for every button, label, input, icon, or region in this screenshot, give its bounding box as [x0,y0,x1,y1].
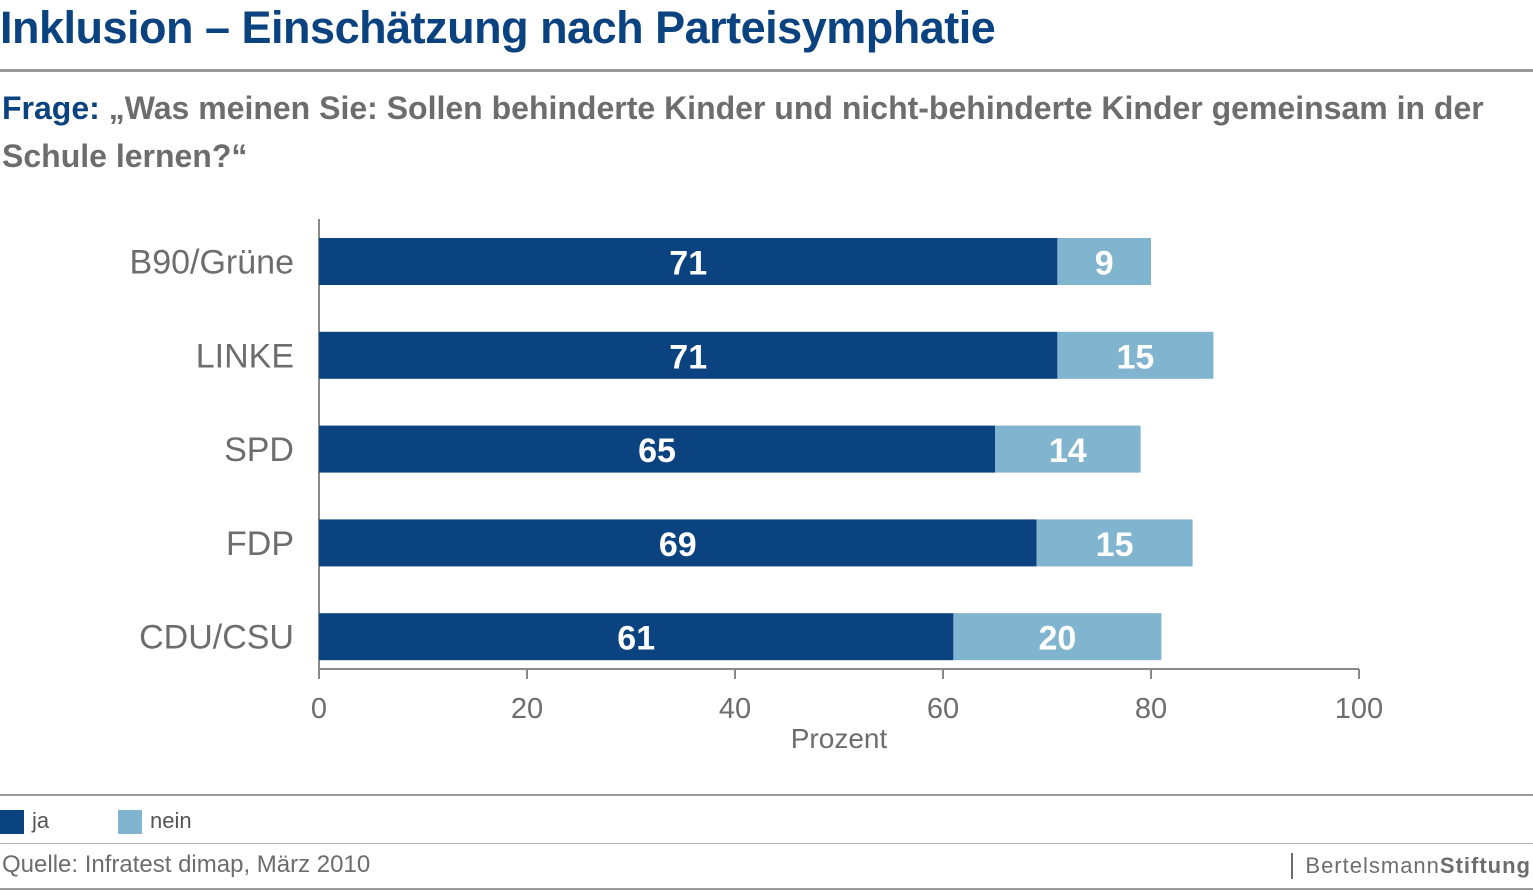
category-label: SPD [224,431,294,469]
data-label-ja: 69 [659,526,697,564]
legend-divider [0,794,1533,796]
logo-bold: Stiftung [1439,853,1531,878]
data-label-nein: 15 [1116,338,1154,376]
x-tick-label: 20 [511,693,543,725]
x-tick-label: 40 [719,693,751,725]
data-label-ja: 61 [617,620,655,658]
bar-ja [319,238,1058,285]
x-tick-label: 100 [1335,693,1383,725]
x-tick-label: 80 [1135,693,1167,725]
bar-nein [953,613,1162,661]
legend-label-ja: ja [32,808,50,833]
question-label: Frage: [2,90,100,126]
bar-ja [319,331,1058,379]
category-label: FDP [226,525,294,563]
data-label-nein: 14 [1049,432,1087,470]
bar-nein [1036,519,1193,567]
x-tick-label: 0 [311,693,327,725]
x-axis-label: Prozent [791,723,888,754]
data-label-ja: 71 [669,245,707,283]
category-label: CDU/CSU [139,619,294,657]
chart-question: Frage: „Was meinen Sie: Sollen behindert… [2,84,1522,180]
data-label-ja: 71 [669,338,707,376]
question-text: „Was meinen Sie: Sollen behinderte Kinde… [2,90,1484,174]
category-label: B90/Grüne [130,244,294,282]
data-label-nein: 20 [1038,620,1076,658]
legend-swatch-nein [118,810,142,834]
bar-nein [1057,331,1214,379]
source-note: Quelle: Infratest dimap, März 2010 [2,851,371,878]
title-divider [0,69,1533,72]
bertelsmann-logo: BertelsmannStiftung [1291,853,1531,879]
bar-nein [1057,238,1151,285]
chart-title: Inklusion – Einschätzung nach Parteisymp… [0,2,996,53]
logo-regular: Bertelsmann [1305,853,1440,878]
data-label-nein: 9 [1095,245,1114,283]
bottom-divider [0,888,1533,890]
source-divider [0,843,1533,844]
legend-swatch-ja [0,810,24,834]
data-label-ja: 65 [638,432,676,470]
x-tick-label: 60 [927,693,959,725]
legend-label-nein: nein [150,808,192,833]
bar-ja [319,519,1037,567]
category-label: LINKE [196,337,294,375]
data-label-nein: 15 [1096,526,1134,564]
bar-ja [319,613,954,661]
bar-ja [319,425,995,473]
bar-nein [995,425,1141,473]
